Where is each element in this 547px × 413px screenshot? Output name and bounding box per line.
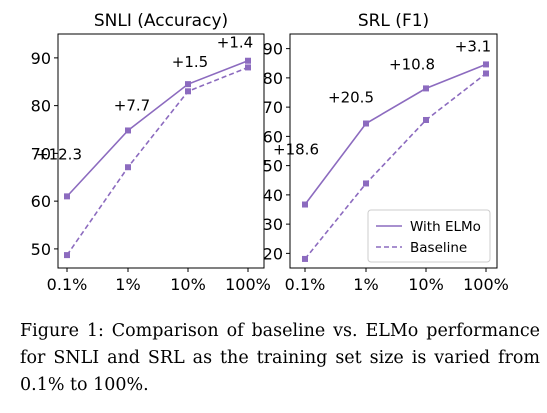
chart1-series-with-elmo-line [66,59,249,197]
chart2-xtick-label-2: 10% [408,275,444,294]
chart1-series-baseline-point-3 [245,64,251,71]
chart1-title: SNLI (Accuracy) [94,11,228,31]
chart2-xtick-label-0: 0.1% [285,275,326,294]
chart1-ytick-label-4: 90 [31,49,51,68]
chart2-series-baseline-point-1 [363,180,369,187]
chart2-series-with-elmo-point-1 [363,120,369,127]
chart1-series-with-elmo-point-1 [125,127,131,134]
chart2-title: SRL (F1) [358,11,429,31]
chart1-ytick-label-1: 60 [31,192,51,211]
chart1-annotation-0: +12.3 [36,145,82,163]
chart1-xtick-label-0: 0.1% [47,275,88,294]
chart2-ytick-label-0: 20 [263,244,283,263]
chart2-series-baseline-line [304,72,487,260]
chart2-ytick-label-6: 80 [263,69,283,88]
chart2-legend-box [367,209,491,263]
chart1-series-baseline-line [66,66,249,256]
chart2-ytick-label-4: 60 [263,127,283,146]
chart2-annotation-3: +3.1 [455,37,491,55]
chart1-ytick-label-0: 50 [31,240,51,259]
figure-caption: Figure 1: Comparison of baseline vs. ELM… [20,321,540,395]
chart2-series-with-elmo-point-0 [302,201,308,208]
chart2-legend-label-1: Baseline [410,240,467,256]
chart2-annotation-1: +20.5 [328,89,374,107]
chart1-xtick-label-1: 1% [115,275,140,294]
chart2-ytick-label-1: 30 [263,215,283,234]
chart1-xtick-label-2: 10% [170,275,206,294]
chart2-ytick-label-7: 90 [263,40,283,59]
chart1-series-with-elmo-point-3 [245,57,251,64]
chart2-annotation-0: +18.6 [273,141,319,159]
chart1-frame [57,33,265,269]
chart2-series-with-elmo-point-2 [423,85,429,92]
chart1-ytick-label-2: 70 [31,144,51,163]
chart2-legend-label-0: With ELMo [410,219,481,235]
chart2-annotation-2: +10.8 [389,55,435,73]
chart2-frame [289,33,498,269]
chart1-annotation-1: +7.7 [114,96,150,114]
chart1-series-baseline-point-2 [185,88,191,95]
chart2-xtick-label-3: 100% [463,275,509,294]
chart2-ytick-label-5: 70 [263,98,283,117]
chart2-xtick-label-1: 1% [353,275,378,294]
chart1-xtick-label-3: 100% [225,275,271,294]
chart1-annotation-3: +1.4 [217,34,253,52]
chart1-annotation-2: +1.5 [172,53,208,71]
chart2-series-with-elmo-line [304,63,487,206]
chart1-series-with-elmo-point-0 [64,193,70,200]
chart2-series-with-elmo-point-3 [483,61,489,68]
chart1-series-with-elmo-point-2 [185,81,191,88]
chart1-ytick-label-3: 80 [31,97,51,116]
chart1-series-baseline-point-0 [64,252,70,259]
chart2-ytick-label-2: 40 [263,186,283,205]
chart2-series-baseline-point-0 [302,255,308,262]
chart2-series-baseline-point-2 [423,116,429,123]
chart2-series-baseline-point-3 [483,70,489,77]
figure: SNLI (Accuracy) 50 60 70 80 90 0.1% 1% 10% 100% +1… [31,11,509,294]
chart2-ytick-label-3: 50 [263,157,283,176]
chart1-series-baseline-point-1 [125,164,131,171]
